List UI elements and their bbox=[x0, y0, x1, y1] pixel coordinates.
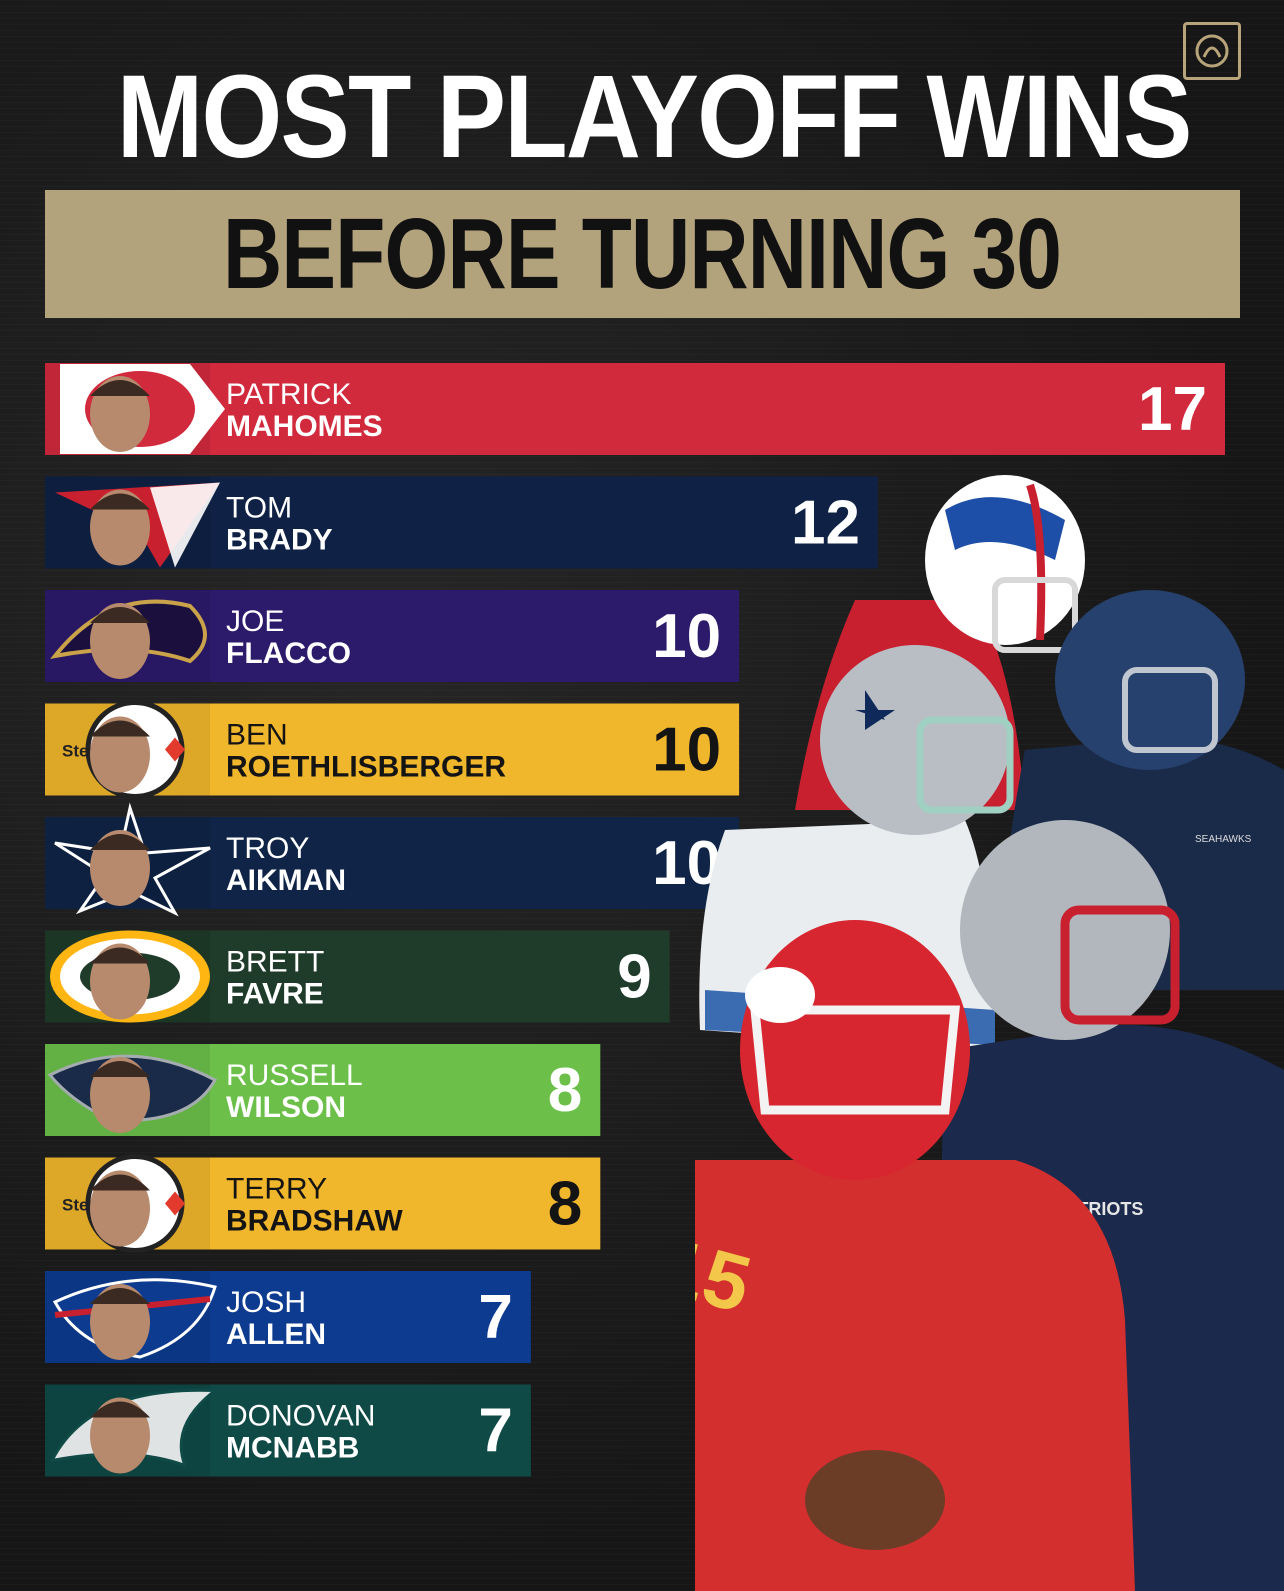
player-first-name: JOSH bbox=[226, 1286, 306, 1319]
player-last-name: WILSON bbox=[226, 1091, 346, 1124]
bar-value-label: 8 bbox=[548, 1056, 582, 1125]
bar-value-label: 7 bbox=[478, 1397, 512, 1466]
bar-value-label: 17 bbox=[1138, 375, 1207, 444]
chart-subtitle: BEFORE TURNING 30 bbox=[223, 197, 1062, 310]
player-hair bbox=[90, 607, 150, 623]
player-last-name: BRADY bbox=[226, 524, 333, 557]
seahawks-jersey-text: SEAHAWKS bbox=[1195, 834, 1252, 845]
bar-value-label: 9 bbox=[617, 943, 651, 1012]
bar-value-label: 7 bbox=[478, 1283, 512, 1352]
player-first-name: TROY bbox=[226, 832, 309, 865]
player-hair bbox=[90, 834, 150, 850]
player-last-name: ALLEN bbox=[226, 1318, 326, 1351]
bar-value-label: 8 bbox=[548, 1170, 582, 1239]
player-last-name: BRADSHAW bbox=[226, 1205, 403, 1238]
bar-value-label: 12 bbox=[791, 489, 860, 558]
player-first-name: RUSSELL bbox=[226, 1059, 363, 1092]
player-first-name: BRETT bbox=[226, 946, 324, 979]
chart-title: MOST PLAYOFF WINS bbox=[116, 51, 1193, 183]
player-hair bbox=[90, 493, 150, 510]
player-first-name: JOE bbox=[226, 605, 284, 638]
player-first-name: BEN bbox=[226, 719, 288, 752]
player-last-name: MAHOMES bbox=[226, 410, 383, 443]
bar-value-label: 10 bbox=[652, 716, 721, 785]
player-last-name: FAVRE bbox=[226, 978, 324, 1011]
player-last-name: MCNABB bbox=[226, 1432, 359, 1465]
subtitle-band: BEFORE TURNING 30 bbox=[45, 190, 1240, 318]
bar-value-label: 10 bbox=[652, 602, 721, 671]
player-hair bbox=[90, 947, 150, 964]
chiefs-player-art: 15 bbox=[695, 920, 1135, 1591]
player-first-name: TERRY bbox=[226, 1173, 327, 1206]
player-first-name: PATRICK bbox=[226, 378, 352, 411]
player-first-name: TOM bbox=[226, 492, 292, 525]
player-first-name: DONOVAN bbox=[226, 1400, 375, 1433]
player-hair bbox=[90, 1401, 150, 1418]
player-hair bbox=[90, 1174, 150, 1191]
players-artwork: SEAHAWKS PATRIOTS 15 bbox=[695, 475, 1284, 1591]
bar bbox=[45, 363, 1225, 455]
player-last-name: ROETHLISBERGER bbox=[226, 751, 506, 784]
brand-logo-icon bbox=[1183, 22, 1241, 80]
player-hair bbox=[90, 1288, 150, 1304]
player-last-name: AIKMAN bbox=[226, 864, 346, 897]
player-hair bbox=[90, 1061, 150, 1077]
player-last-name: FLACCO bbox=[226, 637, 351, 670]
player-hair bbox=[90, 720, 150, 737]
player-hair bbox=[90, 380, 150, 396]
